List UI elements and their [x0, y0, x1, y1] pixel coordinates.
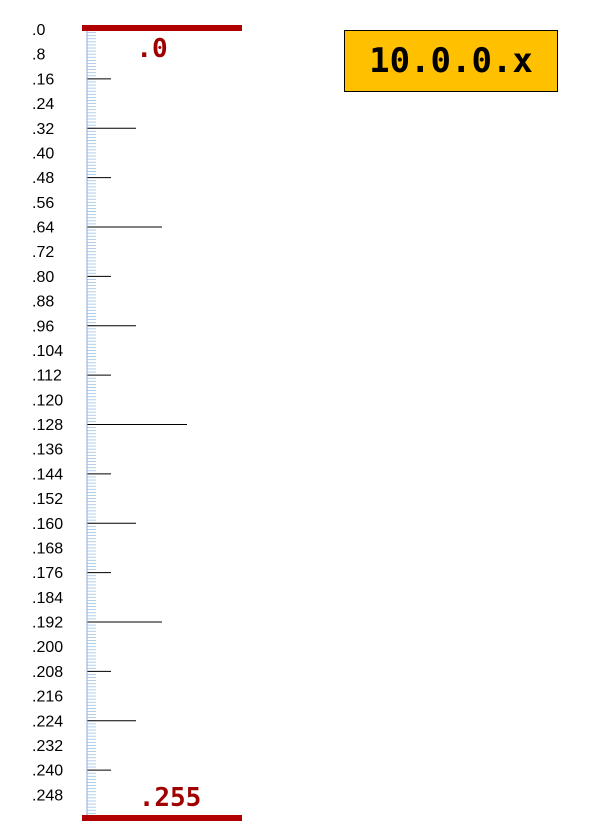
- tick-label: .144: [32, 466, 63, 483]
- tick-label: .8: [32, 47, 45, 64]
- tick-label: .200: [32, 639, 63, 656]
- tick-label: .40: [32, 145, 54, 162]
- tick-label: .104: [32, 343, 63, 360]
- tick-label: .120: [32, 392, 63, 409]
- tick-label: .152: [32, 491, 63, 508]
- tick-label: .168: [32, 540, 63, 557]
- tick-label: .80: [32, 269, 54, 286]
- subnet-badge: 10.0.0.x: [344, 30, 558, 92]
- minor-tick-group: [87, 29, 96, 817]
- tick-label: .248: [32, 787, 63, 804]
- range-end-bar: [82, 815, 242, 821]
- tick-label: .160: [32, 516, 63, 533]
- tick-label: .64: [32, 220, 54, 237]
- range-end-label: .255: [139, 783, 202, 813]
- tick-label: .176: [32, 565, 63, 582]
- tick-label: .24: [32, 96, 54, 113]
- tick-label: .240: [32, 763, 63, 780]
- tick-label-group: .0 .8 .16 .24 .32 .40 .48 .56 .64 .72 .80 .88 .96 .10…: [32, 22, 63, 804]
- tick-label: .192: [32, 615, 63, 632]
- tick-label: .208: [32, 664, 63, 681]
- tick-label: .72: [32, 244, 54, 261]
- tick-label: .136: [32, 442, 63, 459]
- tick-label: .96: [32, 318, 54, 335]
- tick-label: .128: [32, 417, 63, 434]
- range-start-bar: [82, 25, 242, 31]
- tick-label: .32: [32, 121, 54, 138]
- tick-label: .16: [32, 71, 54, 88]
- tick-label: .224: [32, 713, 63, 730]
- major-tick-group: [87, 78, 187, 771]
- tick-label: .0: [32, 22, 45, 39]
- tick-label: .184: [32, 590, 63, 607]
- tick-label: .48: [32, 170, 54, 187]
- tick-label: .56: [32, 195, 54, 212]
- tick-label: .112: [32, 368, 62, 385]
- tick-label: .232: [32, 738, 63, 755]
- range-start-label: .0: [136, 34, 167, 64]
- tick-label: .88: [32, 294, 54, 311]
- tick-label: .216: [32, 689, 63, 706]
